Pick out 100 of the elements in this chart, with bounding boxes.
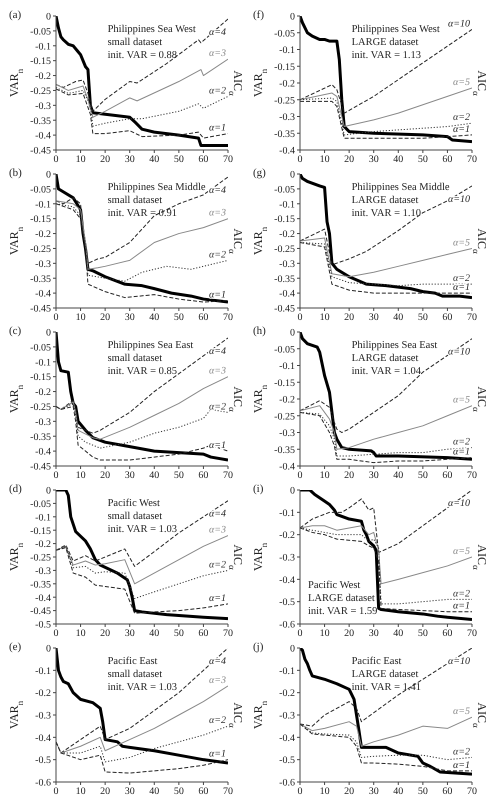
y-tick-label: -0.4 bbox=[279, 288, 295, 300]
x-tick-label: 60 bbox=[442, 154, 452, 166]
x-tick-label: 10 bbox=[320, 312, 330, 324]
x-tick-label: 20 bbox=[100, 312, 110, 324]
x-tick-label: 30 bbox=[368, 786, 379, 798]
x-tick-label: 30 bbox=[124, 312, 135, 324]
x-tick-label: 70 bbox=[467, 312, 477, 324]
y-tick-label: -0.5 bbox=[35, 755, 51, 766]
annotation: init. VAR = 1.04 bbox=[352, 366, 422, 377]
x-tick-label: 60 bbox=[198, 628, 208, 640]
y-tick-label: -0.25 bbox=[274, 95, 295, 106]
chart-title: (f) bbox=[253, 9, 264, 21]
series-label: α=2 bbox=[209, 249, 226, 260]
x-tick-label: 50 bbox=[174, 470, 184, 482]
y-tick-label: -0.1 bbox=[35, 666, 51, 677]
y-tick-label: 0 bbox=[290, 170, 295, 181]
x-tick-label: 50 bbox=[418, 470, 428, 482]
x-tick-label: 70 bbox=[223, 312, 233, 324]
x-tick-label: 70 bbox=[223, 154, 233, 166]
y-tick-label: -0.3 bbox=[279, 552, 295, 564]
y-tick-label: -0.1 bbox=[35, 512, 51, 524]
series-label: α=4 bbox=[209, 26, 226, 38]
x-tick-label: 60 bbox=[442, 312, 452, 324]
y-tick-label: -0.2 bbox=[279, 530, 295, 542]
y-tick-label: 0 bbox=[290, 486, 295, 497]
annotation: init. VAR = 0.85 bbox=[108, 366, 178, 377]
series-label: α=5 bbox=[453, 706, 470, 718]
series-label: α=3 bbox=[209, 524, 226, 536]
y-tick-label: -0.3 bbox=[35, 710, 51, 722]
y-tick-label: -0.45 bbox=[30, 606, 51, 618]
y-tick-label: -0.1 bbox=[279, 45, 295, 56]
x-tick-label: 10 bbox=[76, 628, 86, 640]
annotation: init. VAR = 0.91 bbox=[108, 208, 178, 219]
y-tick-label: -0.25 bbox=[30, 244, 51, 255]
y-tick-label: -0.6 bbox=[35, 778, 51, 789]
annotation: Philippines Sea Middle bbox=[352, 182, 450, 193]
series-label: α=1 bbox=[209, 122, 226, 134]
x-tick-label: 50 bbox=[174, 154, 184, 166]
x-tick-label: 10 bbox=[76, 312, 86, 324]
y-tick-label: -0.1 bbox=[35, 199, 51, 210]
series-label: α=2 bbox=[453, 273, 470, 284]
y-tick-label: -0.2 bbox=[35, 229, 51, 240]
x-tick-label: 70 bbox=[223, 786, 233, 798]
x-tick-label: 60 bbox=[442, 786, 452, 798]
x-tick-label: 50 bbox=[418, 786, 428, 798]
x-tick-label: 20 bbox=[344, 628, 354, 640]
y-tick-label: -0.3 bbox=[279, 428, 295, 440]
y-tick-label: -0.35 bbox=[30, 116, 51, 127]
annotation: init. VAR = 1.59 bbox=[308, 606, 378, 617]
series-label: α=10 bbox=[448, 194, 470, 205]
annotation: Pacific East bbox=[352, 656, 402, 667]
chart-title: (i) bbox=[253, 483, 264, 495]
y-tick-label: -0.3 bbox=[279, 258, 295, 270]
y-tick-label: -0.2 bbox=[35, 688, 51, 700]
y-tick-label: -0.1 bbox=[279, 508, 295, 519]
chart-title: (b) bbox=[9, 167, 22, 179]
y-tick-label: -0.35 bbox=[30, 432, 51, 443]
x-tick-label: 70 bbox=[467, 470, 477, 482]
series-label: α=4 bbox=[209, 184, 226, 196]
y-tick-label: -0.05 bbox=[30, 342, 51, 354]
annotation: small dataset bbox=[108, 37, 162, 48]
annotation: Philippines Sea East bbox=[352, 340, 438, 351]
x-tick-label: 50 bbox=[174, 628, 184, 640]
x-tick-label: 20 bbox=[100, 154, 110, 166]
annotation: LARGE dataset bbox=[352, 669, 418, 680]
y-tick-label: -0.3 bbox=[35, 258, 51, 270]
y-tick-label: -0.1 bbox=[279, 199, 295, 210]
annotation: Philippines Sea West bbox=[352, 24, 440, 35]
series-label: α=2 bbox=[209, 559, 226, 570]
series-label: α=10 bbox=[448, 18, 470, 30]
x-tick-label: 20 bbox=[344, 312, 354, 324]
y-tick-label: -0.1 bbox=[35, 357, 51, 368]
chart-title: (c) bbox=[9, 325, 22, 337]
series-label: α=2 bbox=[209, 401, 226, 412]
x-tick-label: 10 bbox=[76, 470, 86, 482]
y-tick-label: -0.4 bbox=[35, 130, 51, 142]
chart-title: (e) bbox=[9, 641, 22, 653]
series-label: α=3 bbox=[209, 366, 226, 377]
series-label: α=5 bbox=[453, 546, 470, 557]
x-tick-label: 10 bbox=[76, 154, 86, 166]
x-tick-label: 50 bbox=[418, 312, 428, 324]
chart-title: (d) bbox=[9, 483, 22, 495]
x-tick-label: 40 bbox=[393, 628, 404, 640]
x-tick-label: 40 bbox=[393, 470, 404, 482]
x-tick-label: 60 bbox=[198, 312, 208, 324]
y-tick-label: -0.15 bbox=[30, 56, 51, 68]
y-tick-label: -0.6 bbox=[279, 620, 295, 631]
y-tick-label: -0.4 bbox=[35, 592, 51, 604]
y-tick-label: -0.35 bbox=[274, 274, 295, 285]
x-tick-label: 70 bbox=[223, 628, 233, 640]
y-tick-label: -0.35 bbox=[274, 128, 295, 140]
annotation: LARGE dataset bbox=[308, 593, 375, 604]
x-tick-label: 20 bbox=[344, 154, 354, 166]
x-tick-label: 50 bbox=[174, 312, 184, 324]
x-tick-label: 10 bbox=[76, 786, 86, 798]
y-tick-label: -0.5 bbox=[35, 620, 51, 631]
series-label: α=5 bbox=[453, 237, 470, 248]
y-tick-label: -0.4 bbox=[35, 732, 51, 744]
y-tick-label: 0 bbox=[290, 644, 295, 655]
x-tick-label: 30 bbox=[368, 628, 379, 640]
